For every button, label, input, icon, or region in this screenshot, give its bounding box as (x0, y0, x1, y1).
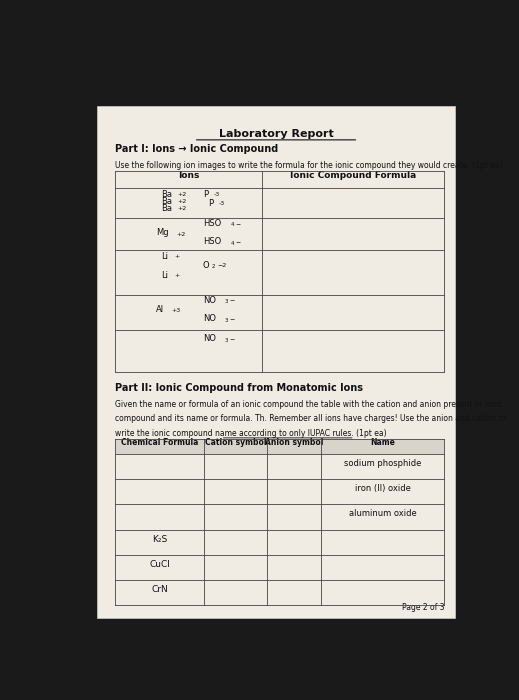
Text: +: + (174, 273, 179, 278)
Text: Anion symbol: Anion symbol (265, 438, 323, 447)
Text: Cation symbol: Cation symbol (205, 438, 267, 447)
Text: sodium phosphide: sodium phosphide (344, 459, 421, 468)
Text: Ba: Ba (161, 190, 172, 199)
Text: Page 2 of 3: Page 2 of 3 (402, 603, 444, 612)
Text: +: + (174, 253, 179, 258)
Text: Laboratory Report: Laboratory Report (218, 129, 333, 139)
Text: −: − (235, 220, 240, 226)
Text: P: P (202, 190, 208, 199)
FancyBboxPatch shape (115, 439, 444, 454)
Text: 3: 3 (225, 318, 228, 323)
Text: NO: NO (202, 314, 216, 323)
Text: Ionic Compound Formula: Ionic Compound Formula (290, 171, 416, 180)
Text: 2: 2 (212, 265, 215, 270)
Text: Part I: Ions → Ionic Compound: Part I: Ions → Ionic Compound (115, 144, 278, 154)
Text: O: O (202, 261, 209, 270)
Text: Part II: Ionic Compound from Monatomic Ions: Part II: Ionic Compound from Monatomic I… (115, 383, 363, 393)
Text: +2: +2 (176, 232, 186, 237)
Text: +2: +2 (177, 199, 187, 204)
Text: Name: Name (370, 438, 395, 447)
Text: K₂S: K₂S (152, 535, 167, 543)
Text: 3: 3 (225, 299, 228, 304)
Text: write the ionic compound name according to only IUPAC rules. (1pt ea): write the ionic compound name according … (115, 428, 387, 438)
Text: CrN: CrN (152, 584, 168, 594)
Text: +2: +2 (177, 206, 187, 211)
Text: -3: -3 (219, 202, 225, 206)
Text: P: P (208, 199, 213, 209)
Text: HSO: HSO (202, 219, 221, 228)
Text: −: − (229, 336, 235, 342)
Text: compound and its name or formula. Th. Remember all ions have charges! Use the an: compound and its name or formula. Th. Re… (115, 414, 506, 424)
Text: Given the name or formula of an ionic compound the table with the cation and ani: Given the name or formula of an ionic co… (115, 400, 502, 409)
Text: Chemical Formula: Chemical Formula (121, 438, 198, 447)
Text: Ba: Ba (161, 204, 172, 213)
Text: aluminum oxide: aluminum oxide (349, 510, 416, 519)
Text: −: − (235, 239, 240, 244)
Text: iron (II) oxide: iron (II) oxide (354, 484, 411, 494)
Text: +2: +2 (177, 192, 187, 197)
FancyBboxPatch shape (97, 106, 455, 617)
Text: Ions: Ions (177, 171, 199, 180)
Text: NO: NO (202, 295, 216, 304)
Text: 3: 3 (225, 338, 228, 343)
Text: NO: NO (202, 335, 216, 343)
Text: +3: +3 (171, 309, 181, 314)
Text: 4: 4 (230, 223, 234, 228)
Text: CuCl: CuCl (149, 559, 170, 568)
Text: Al: Al (156, 305, 164, 314)
Text: −2: −2 (217, 262, 226, 268)
Text: Li: Li (161, 251, 169, 260)
Text: Ba: Ba (161, 197, 172, 206)
Text: −: − (229, 316, 235, 321)
Text: Use the following ion images to write the formula for the ionic compound they wo: Use the following ion images to write th… (115, 161, 502, 170)
Text: −: − (229, 298, 235, 302)
Text: Mg: Mg (156, 228, 169, 237)
Text: 4: 4 (230, 241, 234, 246)
Text: HSO: HSO (202, 237, 221, 246)
Text: -3: -3 (213, 192, 220, 197)
Text: Li: Li (161, 271, 169, 280)
